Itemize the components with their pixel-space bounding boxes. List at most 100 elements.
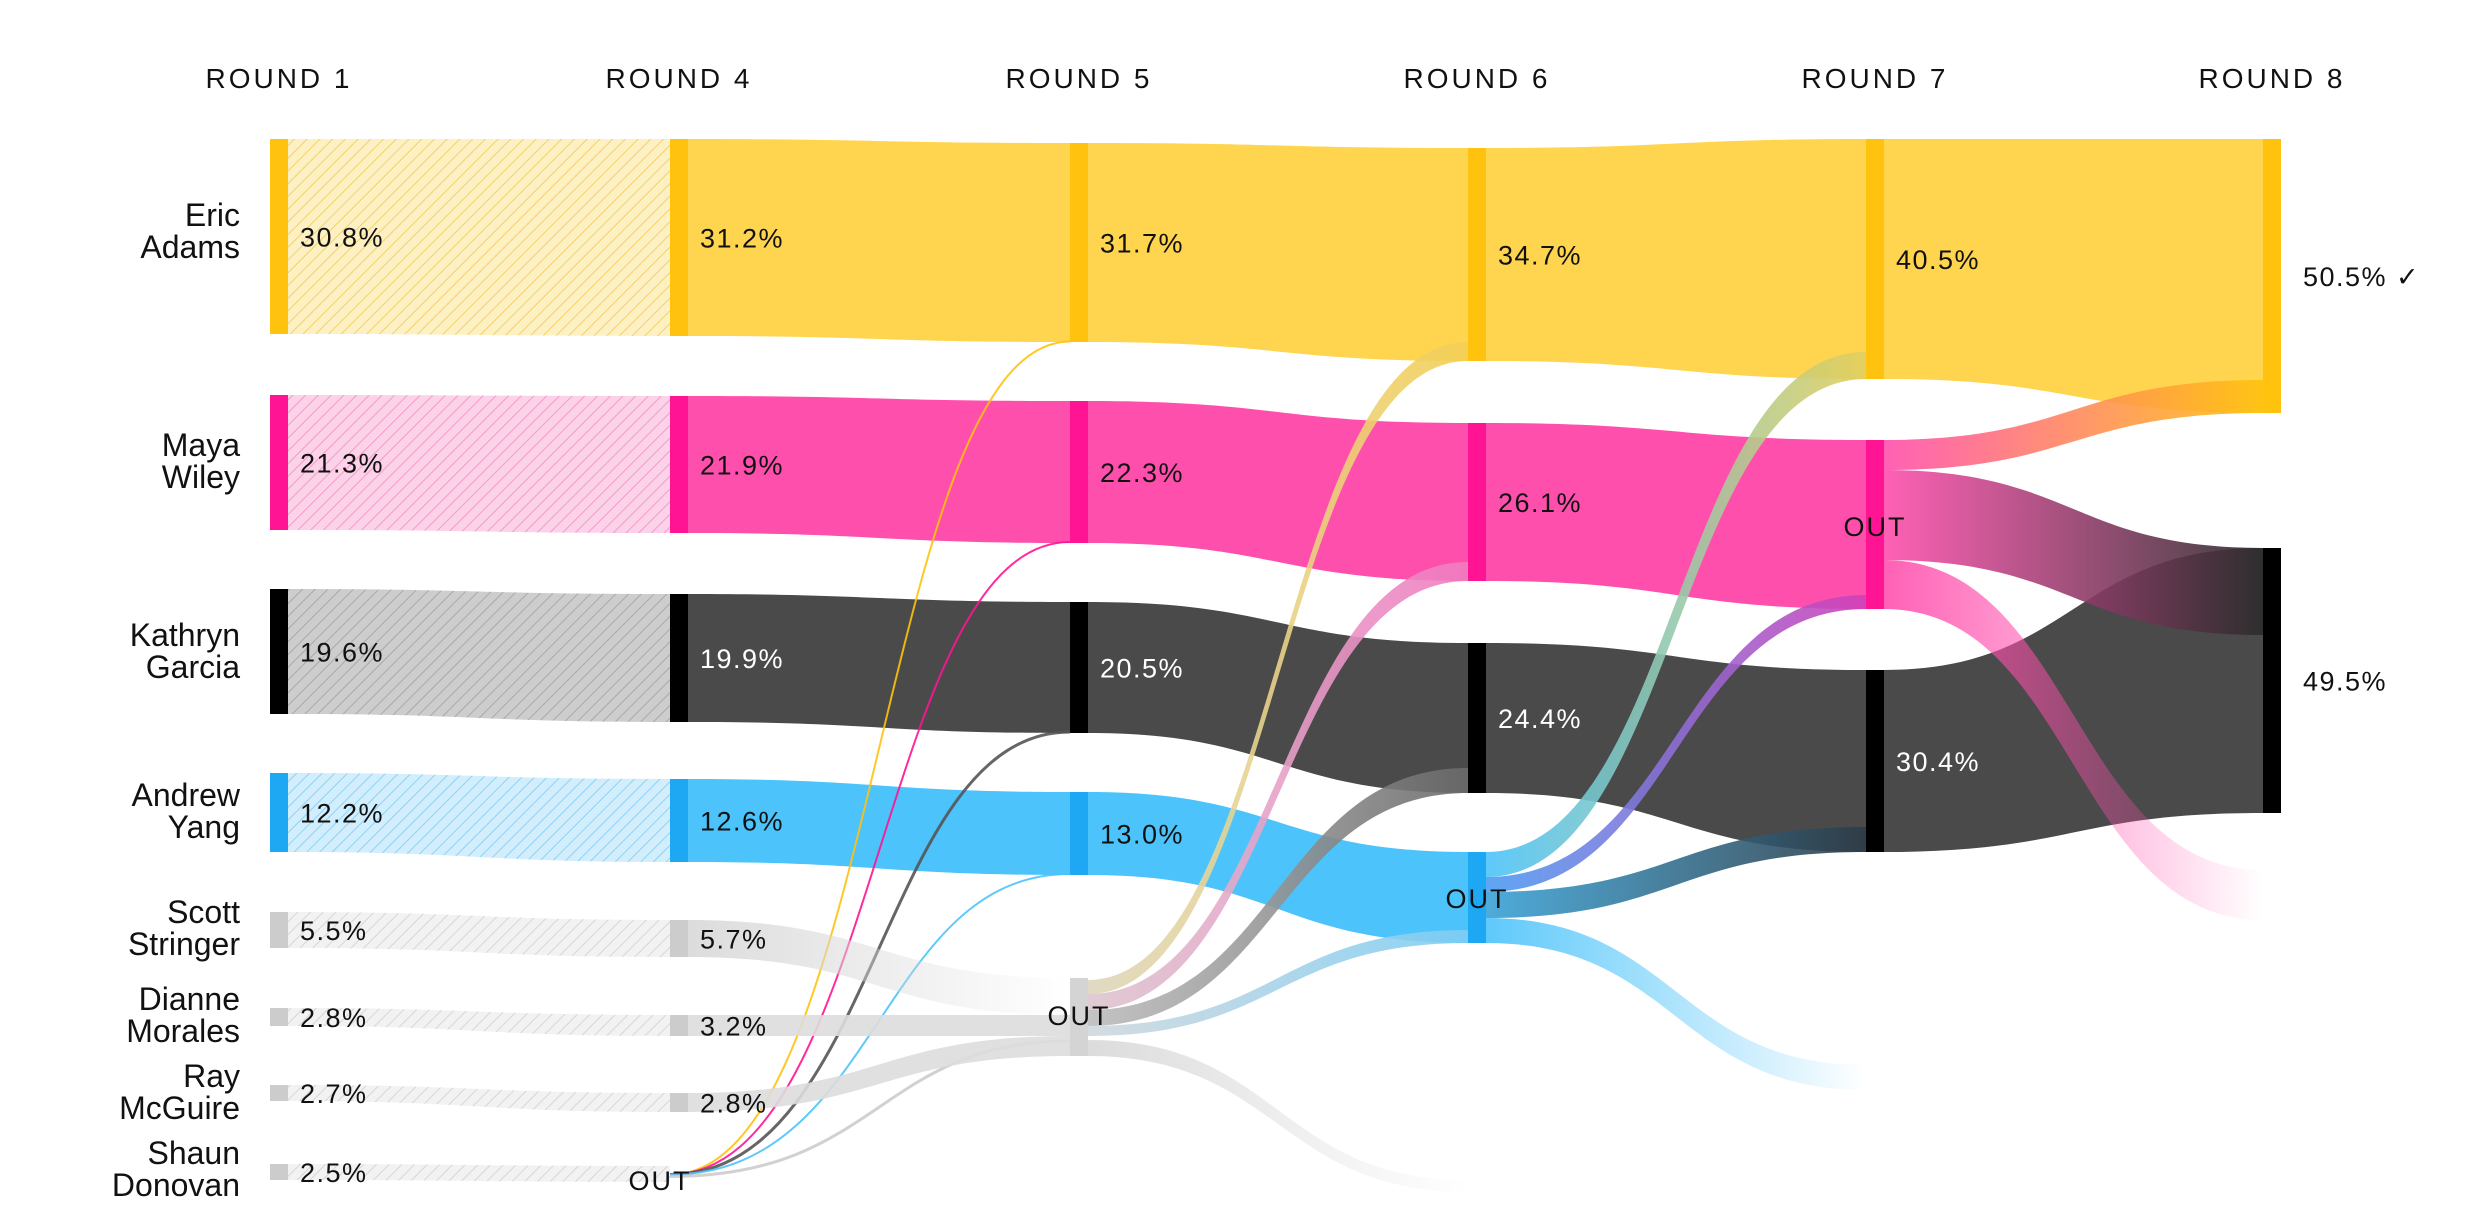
candidate-first-name: Dianne (139, 981, 240, 1017)
pct-label: 13.0% (1100, 820, 1184, 850)
node-bar-wiley (270, 395, 288, 530)
candidate-last-name: Garcia (146, 649, 240, 685)
node-bar-stringer (670, 920, 688, 957)
candidate-last-name: McGuire (119, 1090, 240, 1126)
node-bars-layer (270, 139, 2281, 1180)
node-bar-adams (670, 139, 688, 336)
node-bar-garcia (1468, 643, 1486, 793)
flow-morales (288, 1008, 670, 1036)
pct-label: 26.1% (1498, 488, 1582, 518)
transfer-flow (1884, 380, 2263, 470)
node-bar-yang (1070, 792, 1088, 875)
flow-adams (1088, 143, 1468, 361)
flow-yang (288, 773, 670, 862)
candidate-last-name: Yang (168, 809, 240, 845)
pct-label: 22.3% (1100, 458, 1184, 488)
transfer-flow (1088, 768, 1468, 1026)
out-label: OUT (1048, 1001, 1111, 1031)
node-bar-wiley (1468, 423, 1486, 581)
flow-garcia (688, 594, 1070, 733)
node-bar-yang (670, 779, 688, 862)
transfer-flow (1088, 342, 1468, 994)
transfer-flow (1884, 560, 2263, 920)
transfer-flows-layer (669, 340, 2263, 1192)
pct-label: 5.7% (700, 925, 768, 955)
pct-label: 31.7% (1100, 229, 1184, 259)
transfer-flow (688, 920, 1070, 1015)
pct-label: 12.6% (700, 807, 784, 837)
candidate-last-name: Morales (126, 1013, 240, 1049)
out-label: OUT (1446, 884, 1509, 914)
node-bar-mcguire (270, 1085, 288, 1101)
node-bar-donovan (270, 1164, 288, 1180)
pct-label: 30.4% (1896, 747, 1980, 777)
pct-label: 19.6% (300, 638, 384, 668)
pct-label: 34.7% (1498, 241, 1582, 271)
node-bar-morales (670, 1015, 688, 1036)
pct-label: 2.8% (300, 1003, 368, 1033)
candidate-last-name: Stringer (128, 926, 240, 962)
pct-label: 2.8% (700, 1089, 768, 1119)
pct-label: 31.2% (700, 224, 784, 254)
out-node-bar (1468, 852, 1486, 943)
flow-donovan (288, 1164, 670, 1182)
pct-label: 21.9% (700, 451, 784, 481)
pct-label: 30.8% (300, 223, 384, 253)
node-bar-adams (1070, 143, 1088, 342)
node-bar-wiley (1070, 401, 1088, 543)
node-bar-garcia (2263, 548, 2281, 813)
transfer-flow (1884, 470, 2263, 635)
node-bar-mcguire (670, 1093, 688, 1112)
candidate-first-name: Shaun (147, 1135, 240, 1171)
pct-label: 21.3% (300, 449, 384, 479)
node-bar-adams (270, 139, 288, 334)
transfer-flow (688, 1036, 1070, 1112)
labels-layer: ROUND 1 ROUND 4 ROUND 5 ROUND 6 ROUND 7 ROUND… (112, 63, 2420, 1203)
candidate-first-name: Ray (183, 1058, 240, 1094)
round-label: ROUND 8 (2198, 63, 2345, 94)
transfer-flow (1486, 352, 1866, 877)
flow-mcguire (288, 1085, 670, 1112)
transfer-flow (1088, 1040, 1468, 1192)
node-bar-garcia (1070, 602, 1088, 733)
pct-label: 40.5% (1896, 245, 1980, 275)
node-bar-stringer (270, 912, 288, 948)
flow-adams (688, 139, 1070, 342)
transfer-flow (669, 541, 1071, 1176)
node-bar-morales (270, 1008, 288, 1026)
node-bar-garcia (270, 589, 288, 714)
round-label: ROUND 5 (1005, 63, 1152, 94)
node-bar-yang (270, 773, 288, 852)
node-bar-garcia (1866, 670, 1884, 852)
final-pct-label: 49.5% (2303, 667, 2387, 697)
pct-label: 2.7% (300, 1079, 368, 1109)
flow-adams (288, 139, 670, 336)
flow-garcia (1088, 602, 1468, 793)
pct-label: 24.4% (1498, 704, 1582, 734)
round-label: ROUND 1 (205, 63, 352, 94)
round-label: ROUND 6 (1403, 63, 1550, 94)
candidate-first-name: Scott (167, 894, 240, 930)
node-bar-garcia (670, 594, 688, 722)
node-bar-wiley (1866, 440, 1884, 609)
pct-label: 5.5% (300, 916, 368, 946)
candidate-first-name: Kathryn (130, 617, 240, 653)
node-bar-adams (2263, 139, 2281, 413)
pct-label: 2.5% (300, 1158, 368, 1188)
flow-adams (1884, 139, 2263, 413)
transfer-flow (669, 340, 1071, 1176)
round-label: ROUND 7 (1801, 63, 1948, 94)
node-bar-adams (1866, 139, 1884, 379)
candidate-last-name: Wiley (162, 459, 240, 495)
final-pct-label: 50.5% ✓ (2303, 262, 2420, 292)
flow-wiley (1486, 423, 1866, 609)
out-label: OUT (629, 1166, 692, 1196)
pct-label: 20.5% (1100, 654, 1184, 684)
pct-label: 12.2% (300, 799, 384, 829)
round-label: ROUND 4 (605, 63, 752, 94)
flow-stringer (288, 912, 670, 957)
pct-label: 3.2% (700, 1012, 768, 1042)
flow-wiley (1088, 401, 1468, 581)
transfer-flow (688, 1015, 1070, 1036)
